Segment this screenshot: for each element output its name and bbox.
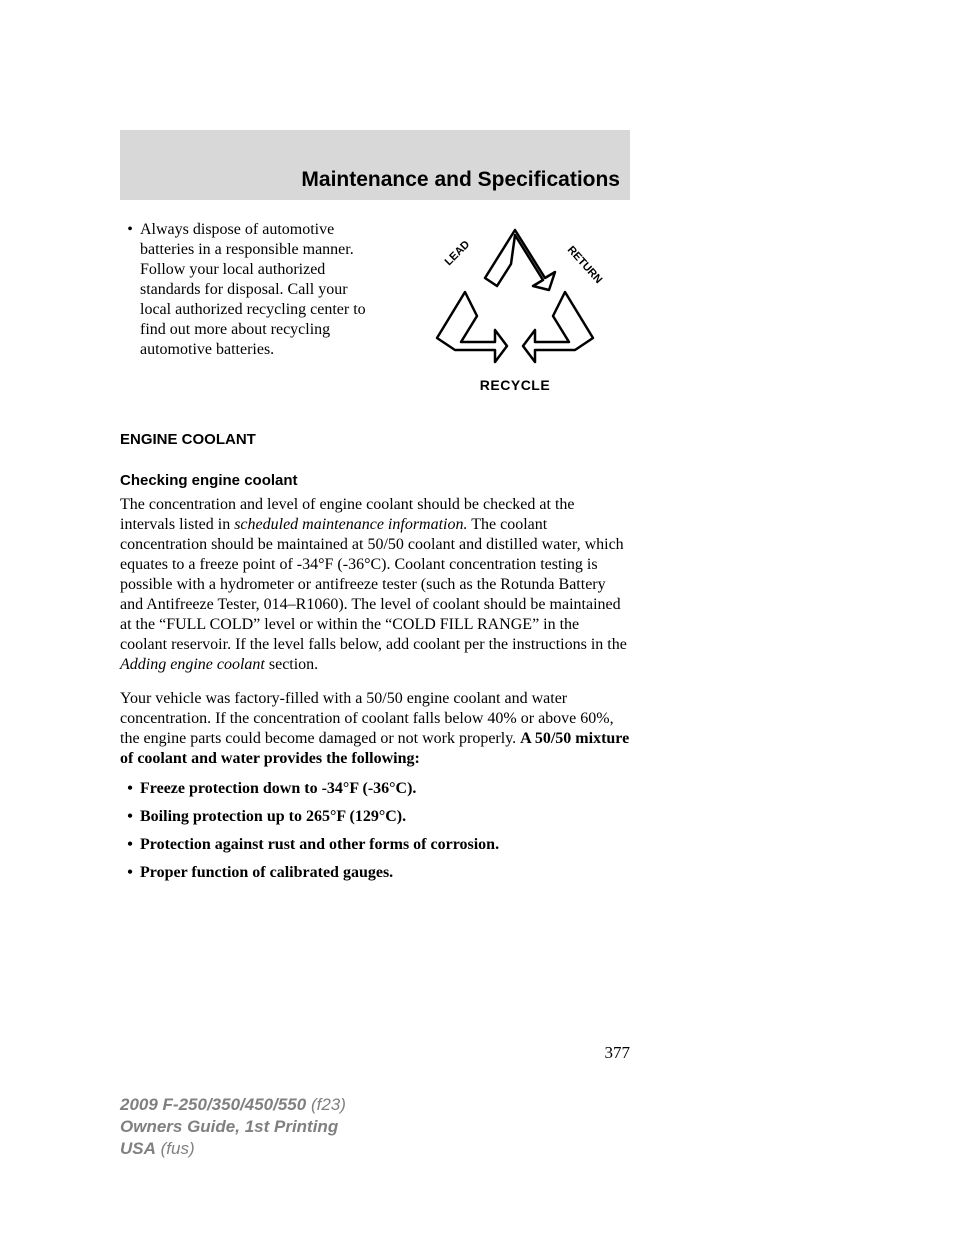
recycle-bottom-label: RECYCLE (480, 377, 550, 393)
bullet-marker: • (120, 779, 140, 799)
paragraph-2: Your vehicle was factory-filled with a 5… (120, 689, 630, 769)
footer-line-1: 2009 F-250/350/450/550 (f23) (120, 1094, 346, 1116)
feature-item: • Protection against rust and other form… (120, 835, 630, 855)
feature-item: • Boiling protection up to 265°F (129°C)… (120, 807, 630, 827)
engine-coolant-heading: ENGINE COOLANT (120, 431, 630, 448)
recycle-return-label: RETURN (565, 244, 605, 286)
footer: 2009 F-250/350/450/550 (f23) Owners Guid… (120, 1094, 346, 1160)
feature-text: Protection against rust and other forms … (140, 835, 499, 855)
bullet-marker: • (120, 863, 140, 883)
page-number: 377 (120, 1043, 630, 1063)
bullet-text: Always dispose of automotive batteries i… (140, 220, 380, 393)
footer-line-3: USA (fus) (120, 1138, 346, 1160)
recycle-icon: LEAD RETURN (415, 220, 615, 375)
bullet-marker: • (120, 220, 140, 393)
section-header-title: Maintenance and Specifications (301, 168, 620, 192)
checking-coolant-subheading: Checking engine coolant (120, 472, 630, 489)
paragraph-1: The concentration and level of engine co… (120, 495, 630, 675)
feature-text: Boiling protection up to 265°F (129°C). (140, 807, 406, 827)
recycle-graphic: LEAD RETURN RECYCLE (380, 220, 630, 393)
para1-post: section. (265, 656, 318, 673)
footer-line-2: Owners Guide, 1st Printing (120, 1116, 346, 1138)
bullet-marker: • (120, 835, 140, 855)
footer-code1: (f23) (311, 1095, 346, 1114)
bullet-item: • Always dispose of automotive batteries… (120, 220, 380, 393)
footer-model: 2009 F-250/350/450/550 (120, 1095, 306, 1114)
feature-text: Freeze protection down to -34°F (-36°C). (140, 779, 416, 799)
bullet-marker: • (120, 807, 140, 827)
section-header-bar: Maintenance and Specifications (120, 130, 630, 200)
feature-item: • Proper function of calibrated gauges. (120, 863, 630, 883)
intro-row: • Always dispose of automotive batteries… (120, 220, 630, 393)
footer-code2: (fus) (161, 1139, 195, 1158)
para1-italic2: Adding engine coolant (120, 656, 265, 673)
footer-country: USA (120, 1139, 156, 1158)
feature-item: • Freeze protection down to -34°F (-36°C… (120, 779, 630, 799)
feature-list: • Freeze protection down to -34°F (-36°C… (120, 779, 630, 883)
para1-mid: The coolant concentration should be main… (120, 516, 627, 653)
feature-text: Proper function of calibrated gauges. (140, 863, 393, 883)
para1-italic1: scheduled maintenance information. (234, 516, 467, 533)
recycle-lead-label: LEAD (443, 238, 473, 268)
